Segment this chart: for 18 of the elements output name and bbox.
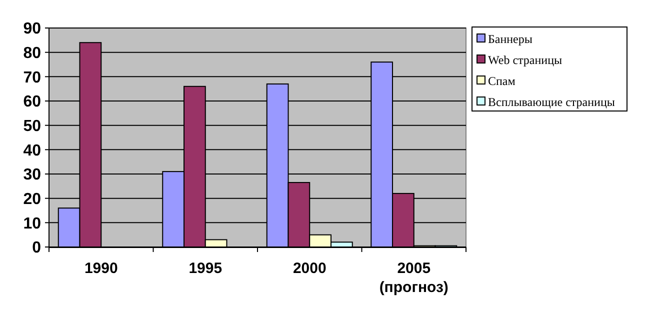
legend-label: Баннеры: [488, 32, 532, 46]
y-tick-label: 0: [32, 240, 42, 257]
legend-label: Web страницы: [488, 53, 562, 68]
y-tick-label: 90: [23, 20, 42, 38]
y-tick-label: 50: [23, 118, 42, 135]
x-tick-label: 1990: [84, 260, 118, 277]
y-tick-label: 70: [23, 69, 42, 86]
y-tick-label: 60: [23, 94, 42, 111]
y-tick-label: 10: [23, 215, 42, 232]
y-tick-label: 30: [23, 166, 42, 184]
x-tick-label: 1995: [188, 260, 222, 277]
y-tick-label: 40: [23, 142, 42, 160]
legend-label: Спам: [488, 74, 516, 88]
y-tick-label: 20: [23, 190, 42, 208]
legend-label: Всплывающие страницы: [488, 95, 615, 110]
x-tick-label: 2000: [292, 260, 326, 277]
y-tick-label: 80: [23, 44, 42, 62]
x-tick-label: 2005 (прогноз): [379, 260, 448, 296]
